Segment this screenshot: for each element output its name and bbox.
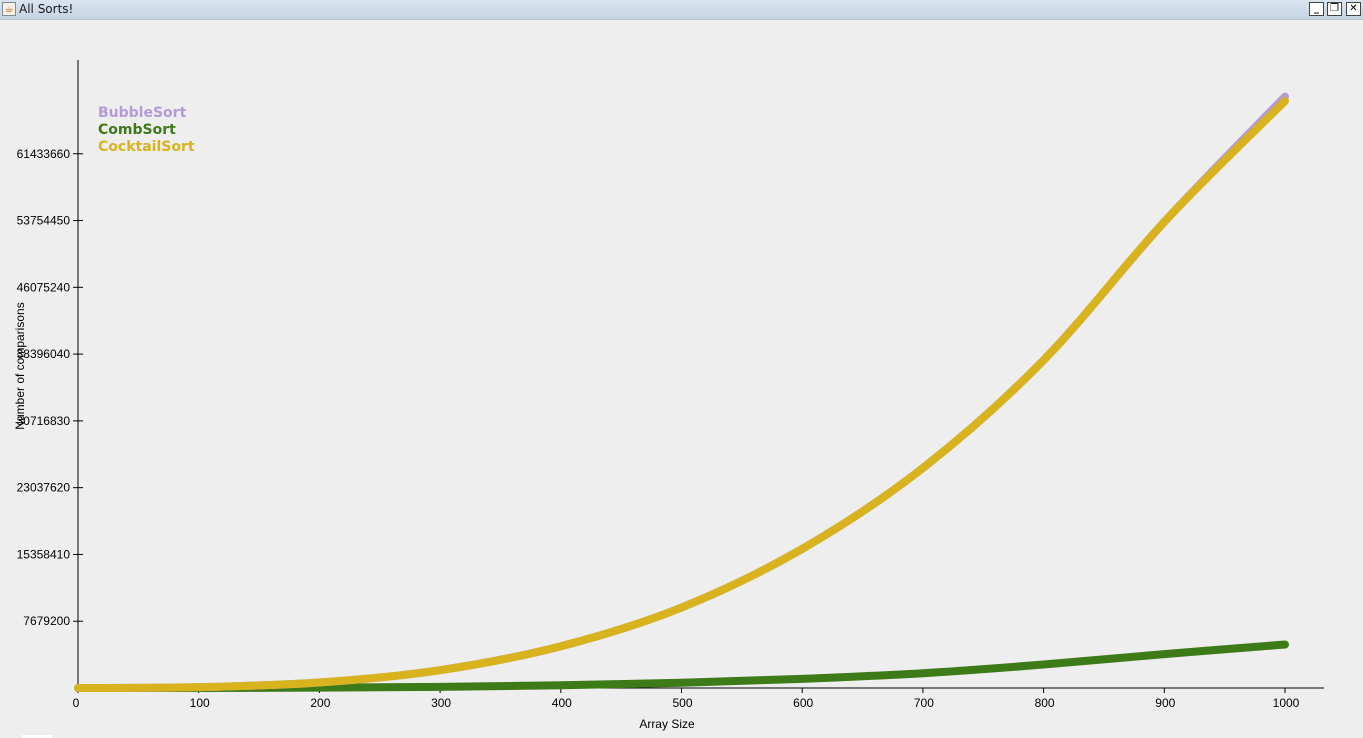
maximize-button[interactable]: ❐ [1327, 2, 1342, 16]
legend-entry-cocktailsort: CocktailSort [98, 139, 195, 155]
x-tick-label: 200 [310, 696, 330, 710]
title-bar: ☕ All Sorts! _ ❐ ✕ [0, 0, 1363, 20]
close-button[interactable]: ✕ [1346, 2, 1361, 16]
x-tick-label: 600 [793, 696, 813, 710]
y-tick-label: 23037620 [17, 481, 71, 495]
y-tick-label: 15358410 [17, 547, 71, 561]
x-tick-label: 0 [73, 696, 80, 710]
minimize-button[interactable]: _ [1309, 2, 1324, 16]
x-axis-title: Array Size [639, 717, 695, 731]
y-axis-title: Number of comparisons [13, 302, 27, 429]
java-app-icon: ☕ [2, 2, 16, 16]
series-line-cocktailsort [74, 97, 1289, 692]
legend-entry-combsort: CombSort [98, 122, 176, 138]
x-tick-label: 900 [1155, 696, 1175, 710]
status-strip [22, 735, 52, 738]
series-line-bubblesort [74, 92, 1289, 692]
y-tick-label: 61433660 [17, 147, 71, 161]
x-tick-label: 400 [552, 696, 572, 710]
window-title: All Sorts! [19, 2, 74, 16]
legend-entry-bubblesort: BubbleSort [98, 105, 187, 121]
x-tick-label: 300 [431, 696, 451, 710]
x-tick-label: 1000 [1273, 696, 1300, 710]
y-tick-label: 46075240 [17, 280, 71, 294]
x-tick-label: 700 [914, 696, 934, 710]
line-chart: 7679200 15358410 23037620 30716830 38396040 4… [13, 60, 1324, 731]
x-tick-label: 100 [190, 696, 210, 710]
y-tick-label: 53754450 [17, 214, 71, 228]
x-tick-label: 500 [672, 696, 692, 710]
y-tick-label: 7679200 [23, 614, 70, 628]
y-tick-label: 30716830 [17, 414, 71, 428]
x-tick-label: 800 [1035, 696, 1055, 710]
y-tick-label: 38396040 [17, 347, 71, 361]
